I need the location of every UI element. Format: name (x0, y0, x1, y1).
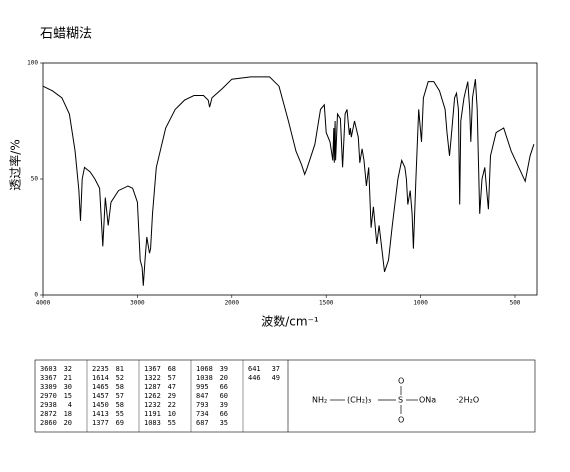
peak-transmittance: 35 (220, 419, 228, 427)
peak-transmittance: 58 (116, 401, 124, 409)
peak-wavenumber: 847 (196, 392, 209, 400)
peak-wavenumber: 1367 (144, 365, 161, 373)
structure-text: (CH₂)₃ (347, 396, 371, 405)
peak-wavenumber: 1614 (92, 374, 109, 382)
peak-wavenumber: 1191 (144, 410, 161, 418)
y-axis-label: 透过率/% (8, 139, 23, 190)
peak-transmittance: 18 (64, 410, 72, 418)
x-tick-label: 2000 (225, 300, 240, 307)
structure-text: O (398, 416, 404, 425)
structure-text: S (398, 396, 403, 405)
peak-transmittance: 32 (64, 365, 72, 373)
peak-transmittance: 55 (116, 410, 124, 418)
peak-wavenumber: 2860 (40, 419, 57, 427)
structure-text: O (398, 377, 404, 386)
peak-transmittance: 4 (68, 401, 72, 409)
peak-wavenumber: 2970 (40, 392, 57, 400)
spectrum-line (42, 76, 535, 286)
y-tick-label: 100 (27, 60, 38, 67)
structure-text: NH₂ (312, 396, 327, 405)
peak-transmittance: 66 (220, 383, 228, 391)
peak-wavenumber: 1413 (92, 410, 109, 418)
peak-wavenumber: 2938 (40, 401, 57, 409)
structure-text: ·2H₂O (456, 396, 479, 405)
peak-wavenumber: 1038 (196, 374, 213, 382)
peak-wavenumber: 1377 (92, 419, 109, 427)
peak-transmittance: 68 (168, 365, 176, 373)
peak-transmittance: 22 (168, 401, 176, 409)
plot-frame (42, 62, 538, 296)
structure: NH₂ (CH₂)₃ S O O ONa ·2H₂O (312, 377, 479, 425)
peak-transmittance: 21 (64, 374, 72, 382)
chart-title: 石蜡糊法 (40, 26, 92, 42)
peak-wavenumber: 1232 (144, 401, 161, 409)
peak-transmittance: 15 (64, 392, 72, 400)
peak-wavenumber: 1322 (144, 374, 161, 382)
peak-wavenumber: 1068 (196, 365, 213, 373)
peak-transmittance: 58 (116, 383, 124, 391)
peak-wavenumber: 1457 (92, 392, 109, 400)
peak-transmittance: 47 (168, 383, 176, 391)
peak-transmittance: 55 (168, 419, 176, 427)
peak-transmittance: 37 (272, 365, 280, 373)
x-tick-label: 1000 (413, 300, 428, 307)
peak-wavenumber: 3367 (40, 374, 57, 382)
x-tick-label: 4000 (36, 300, 51, 307)
peak-transmittance: 20 (64, 419, 72, 427)
peak-transmittance: 57 (168, 374, 176, 382)
peak-transmittance: 81 (116, 365, 124, 373)
peak-wavenumber: 446 (248, 374, 261, 382)
x-tick-label: 500 (510, 300, 521, 307)
x-tick-label: 3000 (130, 300, 145, 307)
y-tick-label: 50 (31, 176, 39, 183)
peak-transmittance: 60 (220, 392, 228, 400)
peak-transmittance: 66 (220, 410, 228, 418)
peak-transmittance: 39 (220, 365, 228, 373)
peak-wavenumber: 793 (196, 401, 209, 409)
peak-wavenumber: 995 (196, 383, 209, 391)
x-tick-label: 1500 (319, 300, 334, 307)
peak-transmittance: 39 (220, 401, 228, 409)
y-tick-label: 0 (34, 292, 38, 299)
peak-wavenumber: 1465 (92, 383, 109, 391)
peak-wavenumber: 1287 (144, 383, 161, 391)
peak-wavenumber: 2872 (40, 410, 57, 418)
peak-transmittance: 29 (168, 392, 176, 400)
peak-wavenumber: 3309 (40, 383, 57, 391)
peak-transmittance: 30 (64, 383, 72, 391)
peak-wavenumber: 1083 (144, 419, 161, 427)
peak-transmittance: 20 (220, 374, 228, 382)
peak-transmittance: 49 (272, 374, 280, 382)
peak-transmittance: 10 (168, 410, 176, 418)
peak-transmittance: 57 (116, 392, 124, 400)
peak-wavenumber: 687 (196, 419, 209, 427)
peak-wavenumber: 3603 (40, 365, 57, 373)
peak-transmittance: 69 (116, 419, 124, 427)
peak-wavenumber: 2235 (92, 365, 109, 373)
x-axis-label: 波数/cm⁻¹ (261, 314, 319, 329)
peak-wavenumber: 1450 (92, 401, 109, 409)
peak-table-frame (34, 359, 536, 433)
peak-wavenumber: 734 (196, 410, 209, 418)
peak-transmittance: 52 (116, 374, 124, 382)
peak-wavenumber: 1262 (144, 392, 161, 400)
structure-text: ONa (419, 396, 436, 405)
peak-wavenumber: 641 (248, 365, 261, 373)
